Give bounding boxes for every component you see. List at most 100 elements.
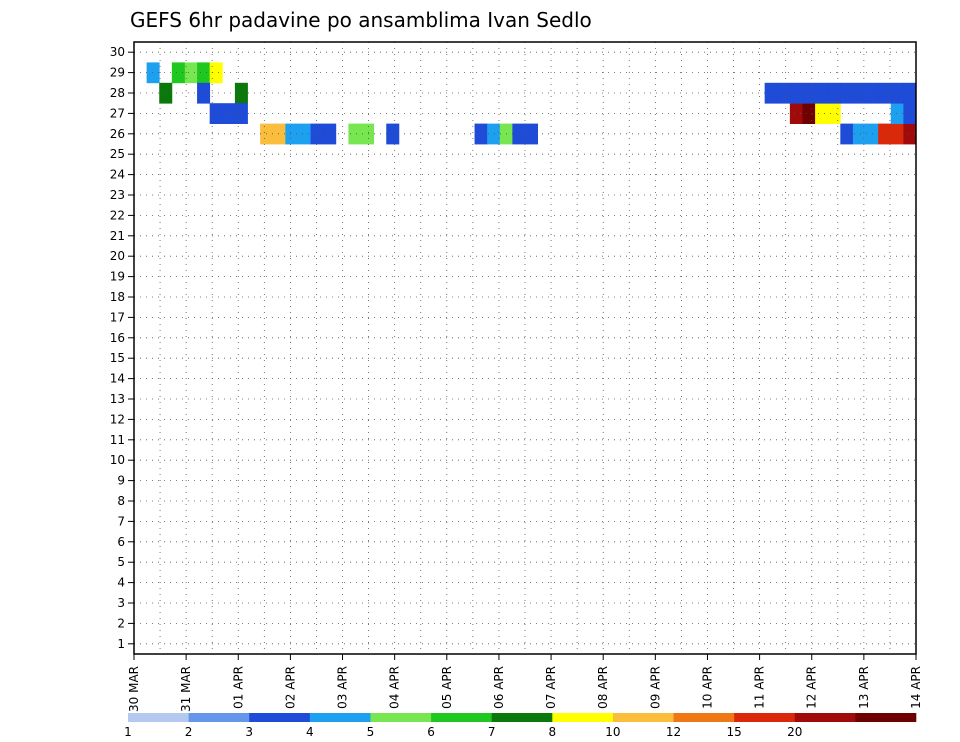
colorbar-swatch [491, 713, 553, 722]
colorbar-swatch [612, 713, 674, 722]
y-axis-ticks: 1234567891011121314151617181920212223242… [110, 45, 134, 651]
x-tick-label: 08 APR [596, 666, 610, 709]
colorbar-swatch [431, 713, 492, 722]
y-tick-label: 20 [110, 249, 125, 263]
y-tick-label: 16 [110, 331, 125, 345]
colorbar-swatch [552, 713, 614, 722]
colorbar-swatch [734, 713, 796, 722]
y-tick-label: 1 [117, 637, 125, 651]
x-tick-label: 06 APR [492, 666, 506, 709]
colorbar-label: 7 [488, 725, 496, 739]
colorbar-swatch [370, 713, 432, 722]
x-tick-label: 07 APR [544, 666, 558, 709]
y-tick-label: 13 [110, 392, 125, 406]
heatmap-cell [802, 82, 816, 104]
heatmap-cell [197, 82, 211, 104]
y-tick-label: 19 [110, 270, 125, 284]
heatmap-cell [184, 62, 198, 84]
y-tick-label: 17 [110, 310, 125, 324]
heatmap-cell [890, 82, 904, 104]
heatmap-cell [789, 103, 803, 124]
heatmap-cell [852, 82, 866, 104]
colorbar-label: 15 [727, 725, 742, 739]
heatmap-cell [903, 103, 917, 124]
x-tick-label: 31 MAR [179, 666, 193, 712]
heatmap-cell [903, 82, 917, 104]
heatmap-cell [764, 82, 778, 104]
heatmap-cell [890, 103, 904, 124]
heatmap-cell [840, 123, 854, 145]
plot-frame [133, 41, 917, 655]
heatmap-cell [361, 123, 375, 145]
colorbar-swatch [128, 713, 189, 722]
heatmap-cell [209, 103, 223, 124]
heatmap-cell [323, 123, 337, 145]
colorbar-label: 10 [605, 725, 620, 739]
y-tick-label: 12 [110, 412, 125, 426]
colorbar-label: 1 [124, 725, 132, 739]
x-tick-label: 09 APR [648, 666, 662, 709]
colorbar-label: 4 [306, 725, 314, 739]
y-tick-label: 22 [110, 208, 125, 222]
y-tick-label: 8 [117, 494, 125, 508]
x-tick-label: 13 APR [857, 666, 871, 709]
y-tick-label: 30 [110, 45, 125, 59]
x-tick-label: 01 APR [231, 666, 245, 709]
y-tick-label: 25 [110, 147, 125, 161]
colorbar-swatch [855, 713, 917, 722]
heatmap-cell [272, 123, 286, 145]
heatmap-cell [827, 103, 841, 124]
heatmap-cell [146, 62, 160, 84]
y-tick-label: 29 [110, 66, 125, 80]
y-tick-label: 24 [110, 168, 125, 182]
x-tick-label: 30 MAR [127, 666, 141, 712]
colorbar-swatch [249, 713, 311, 722]
colorbar-label: 8 [548, 725, 556, 739]
y-tick-label: 26 [110, 127, 125, 141]
y-tick-label: 4 [117, 576, 125, 590]
colorbar-label: 3 [245, 725, 253, 739]
y-tick-label: 21 [110, 229, 125, 243]
y-tick-label: 27 [110, 106, 125, 120]
heatmap-cell [171, 62, 185, 84]
heatmap-cell [852, 123, 866, 145]
heatmap-cell [348, 123, 362, 145]
heatmap-cell [487, 123, 501, 145]
colorbar-swatch [309, 713, 371, 722]
y-tick-label: 11 [110, 433, 125, 447]
x-tick-label: 10 APR [700, 666, 714, 709]
heatmap-cell [777, 82, 791, 104]
x-axis-ticks: 30 MAR 31 MAR 01 APR 02 APR 03 APR 04 APR 05 A… [127, 654, 923, 712]
heatmap-cell [297, 123, 311, 145]
y-tick-label: 18 [110, 290, 125, 304]
heatmap-cell [802, 103, 816, 124]
colorbar-swatch [794, 713, 856, 722]
y-tick-label: 6 [117, 535, 125, 549]
y-tick-label: 9 [117, 474, 125, 488]
heatmap-cell [234, 82, 248, 104]
colorbar: 1 2 3 4 5 6 7 8 10 12 15 20 [124, 713, 917, 739]
x-tick-label: 03 APR [336, 666, 350, 709]
x-tick-label: 04 APR [388, 666, 402, 709]
heatmap-cell [285, 123, 299, 145]
y-tick-label: 28 [110, 86, 125, 100]
y-tick-label: 5 [117, 555, 125, 569]
heatmap-cell [840, 82, 854, 104]
colorbar-label: 12 [666, 725, 681, 739]
y-tick-label: 23 [110, 188, 125, 202]
heatmap-cell [789, 82, 803, 104]
heatmap-cell [222, 103, 236, 124]
heatmap-cell [197, 62, 211, 84]
x-tick-label: 12 APR [805, 666, 819, 709]
chart-title: GEFS 6hr padavine po ansamblima Ivan Sed… [130, 8, 592, 32]
y-tick-label: 15 [110, 351, 125, 365]
x-tick-label: 05 APR [440, 666, 454, 709]
x-tick-label: 14 APR [909, 666, 923, 709]
y-tick-label: 7 [117, 514, 125, 528]
heatmap-cell [209, 62, 223, 84]
heatmap-cell [525, 123, 539, 145]
colorbar-swatch [673, 713, 735, 722]
y-tick-label: 3 [117, 596, 125, 610]
heatmap-cell [890, 123, 904, 145]
